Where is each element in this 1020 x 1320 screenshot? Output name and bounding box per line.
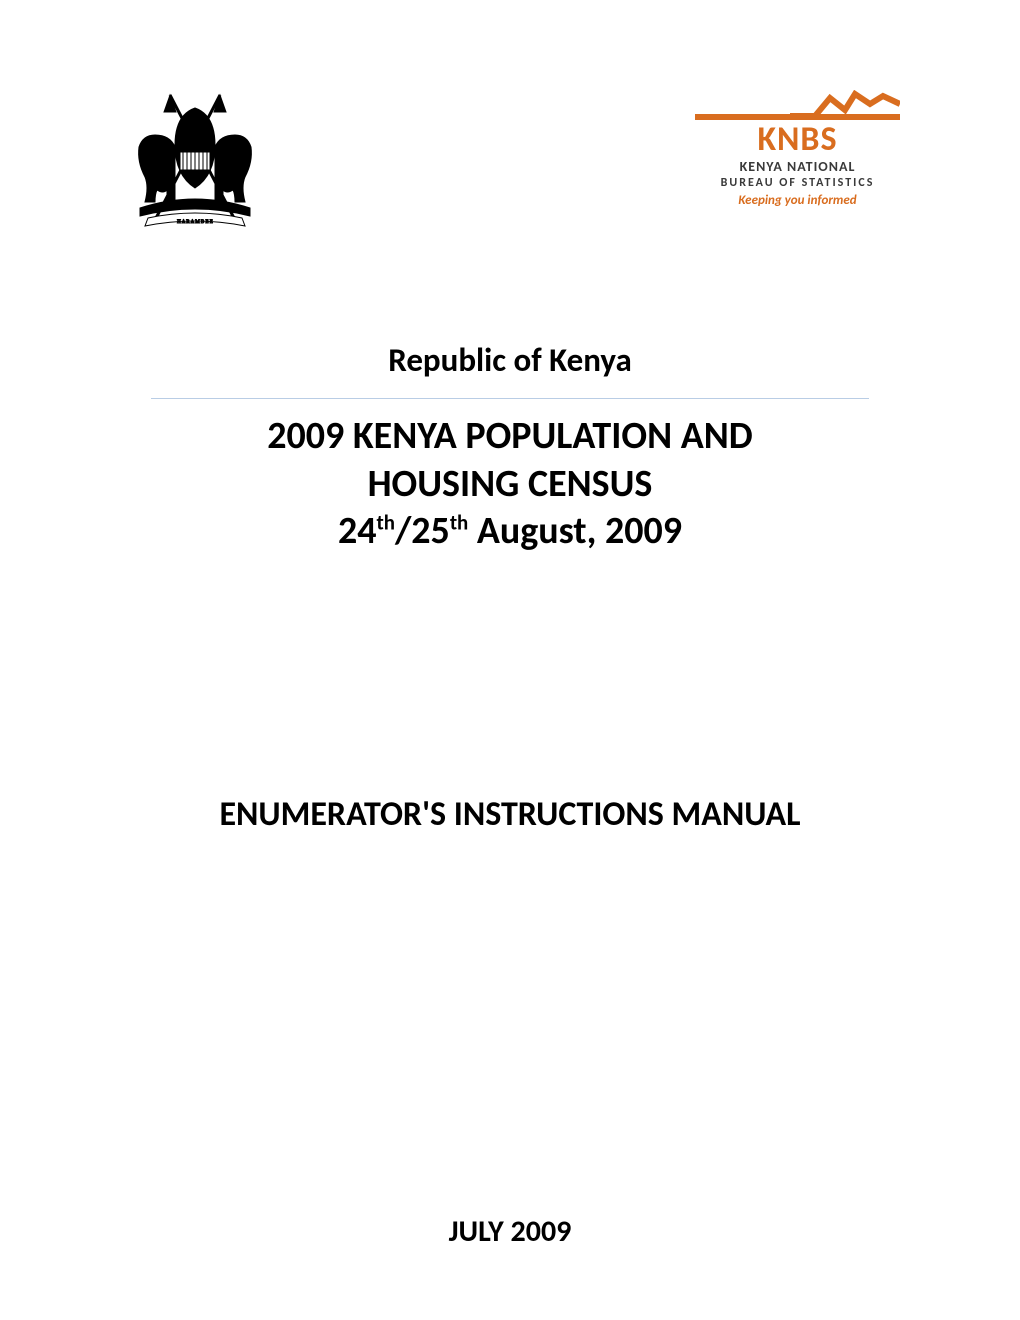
date-day-2: 25 bbox=[411, 508, 450, 554]
knbs-acronym: KNBS bbox=[695, 125, 900, 156]
document-page: H A R A M B E E KNBS KENYA NATIONAL BURE… bbox=[0, 0, 1020, 1320]
knbs-subtitle-1: KENYA NATIONAL bbox=[695, 158, 900, 175]
date-day-1: 24 bbox=[338, 508, 377, 554]
knbs-logo: KNBS KENYA NATIONAL BUREAU OF STATISTICS… bbox=[695, 90, 900, 200]
census-title: 2009 KENYA POPULATION AND HOUSING CENSUS bbox=[120, 413, 900, 508]
knbs-chart-icon bbox=[695, 90, 900, 120]
date-ordinal-2: th bbox=[450, 509, 468, 535]
date-ordinal-1: th bbox=[377, 509, 395, 535]
census-date: 24th/25th August, 2009 bbox=[120, 508, 900, 554]
title-line-2: HOUSING CENSUS bbox=[120, 461, 900, 509]
svg-text:H A R A M B E E: H A R A M B E E bbox=[177, 220, 213, 225]
logo-row: H A R A M B E E KNBS KENYA NATIONAL BURE… bbox=[120, 90, 900, 230]
footer-date: JULY 2009 bbox=[0, 1213, 1020, 1250]
coat-of-arms-icon: H A R A M B E E bbox=[120, 90, 270, 230]
knbs-subtitle-2: BUREAU OF STATISTICS bbox=[695, 176, 900, 190]
title-line-1: 2009 KENYA POPULATION AND bbox=[120, 413, 900, 461]
date-separator: / bbox=[395, 508, 411, 554]
knbs-tagline: Keeping you informed bbox=[695, 193, 900, 208]
manual-title: ENUMERATOR'S INSTRUCTIONS MANUAL bbox=[120, 794, 900, 835]
republic-heading: Republic of Kenya bbox=[120, 340, 900, 380]
title-divider bbox=[151, 398, 869, 399]
date-suffix: August, 2009 bbox=[468, 508, 682, 554]
